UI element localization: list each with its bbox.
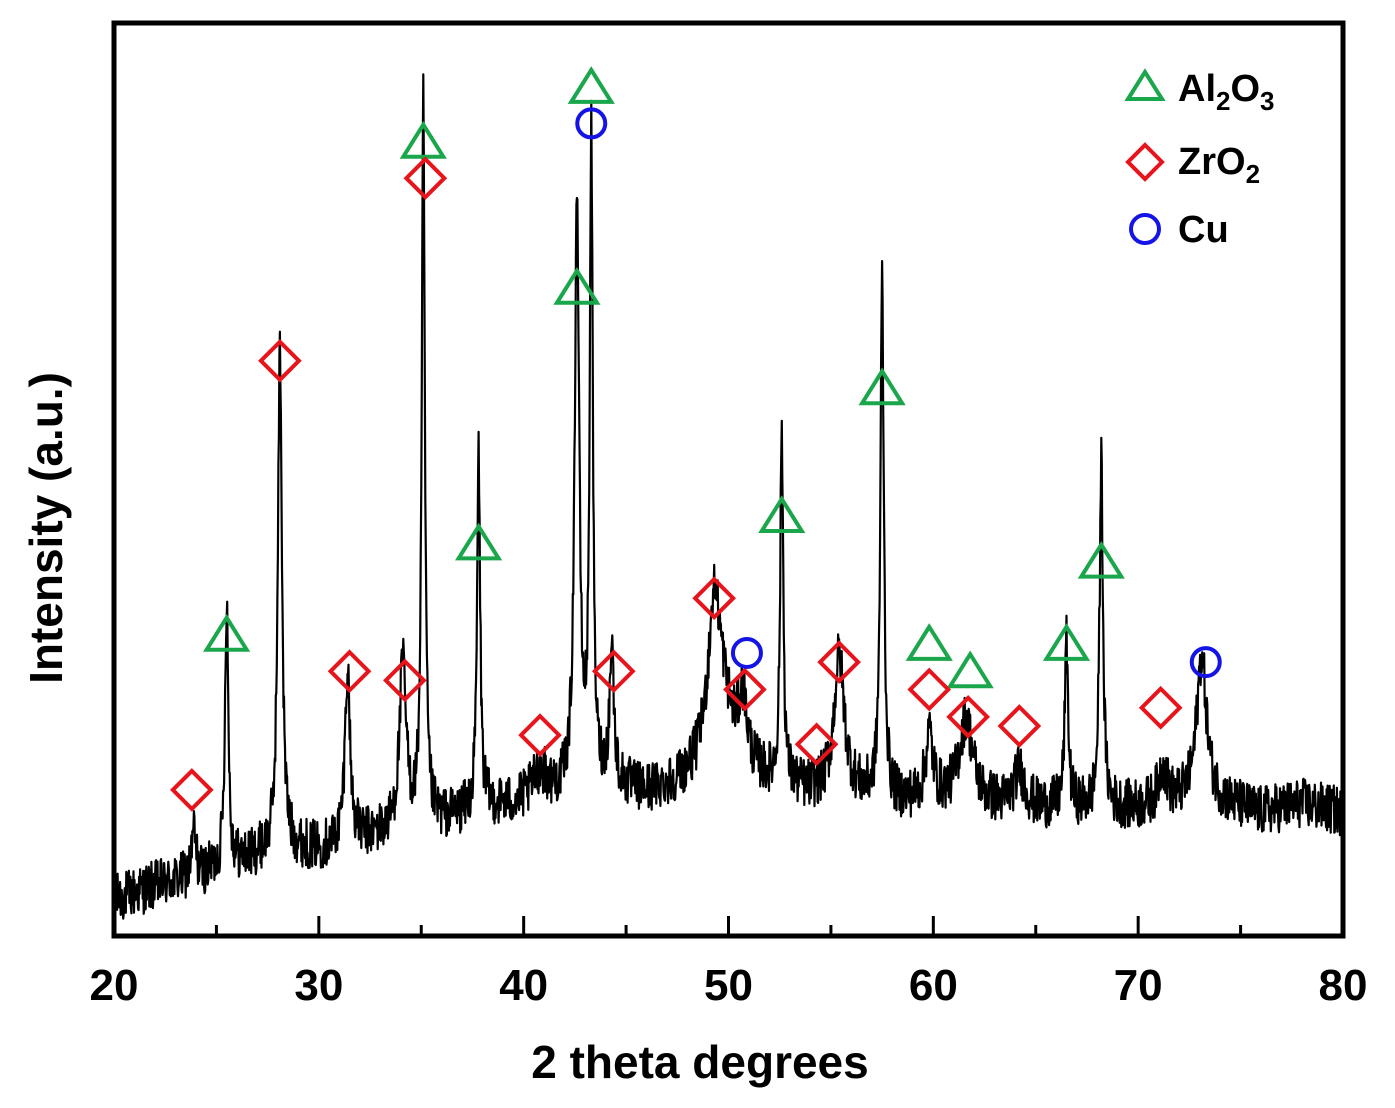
legend-label-cu: Cu: [1178, 209, 1229, 251]
al2o3-marker: [567, 66, 615, 104]
al2o3-marker: [454, 522, 503, 561]
legend-label-zro2: ZrO2: [1178, 141, 1260, 189]
al2o3-marker: [858, 367, 906, 406]
zro2-marker: [327, 649, 372, 694]
zro2-marker: [997, 704, 1042, 748]
x-tick-label: 30: [294, 961, 343, 1010]
x-tick-labels: 20 30 40 50 60 70 80: [90, 961, 1368, 1010]
al2o3-marker: [758, 495, 806, 534]
legend-circle-icon: [1129, 213, 1161, 245]
al2o3-marker: [553, 266, 601, 305]
zro2-marker: [692, 576, 736, 621]
al2o3-marker: [203, 613, 251, 652]
legend-label-al2o3: Al2O3: [1178, 68, 1275, 116]
cu-marker: [1189, 646, 1222, 679]
legend: Al2O3 ZrO2 Cu: [1124, 68, 1275, 251]
legend-diamond-icon: [1125, 142, 1165, 182]
zro2-marker: [258, 338, 302, 383]
zro2-marker: [383, 658, 427, 703]
legend-item-zro2: ZrO2: [1125, 141, 1260, 189]
zro2-marker: [817, 640, 861, 684]
cu-marker: [730, 636, 763, 669]
legend-triangle-icon: [1124, 68, 1166, 101]
al2o3-marker: [1077, 540, 1125, 579]
zro2-marker: [403, 156, 448, 201]
phase-markers: [170, 66, 1222, 812]
x-tick-label: 20: [90, 961, 139, 1010]
zro2-marker: [946, 695, 990, 739]
x-tick-label: 60: [909, 961, 958, 1010]
zro2-marker: [907, 667, 952, 712]
zro2-marker: [723, 667, 767, 712]
zro2-marker: [518, 713, 562, 757]
zro2-marker: [170, 768, 214, 812]
x-axis-title: 2 theta degrees: [531, 1036, 868, 1088]
plot-area: [114, 23, 1343, 936]
legend-item-al2o3: Al2O3: [1124, 68, 1275, 116]
zro2-marker: [794, 722, 839, 767]
al2o3-marker: [905, 623, 953, 661]
legend-item-cu: Cu: [1129, 209, 1229, 251]
x-tick-label: 40: [499, 961, 548, 1010]
zro2-marker: [591, 649, 636, 694]
al2o3-marker: [1042, 623, 1091, 661]
y-axis-title: Intensity (a.u.): [20, 372, 72, 684]
zro2-marker: [1138, 685, 1183, 730]
x-tick-label: 70: [1114, 961, 1163, 1010]
al2o3-marker: [946, 650, 994, 689]
plot-frame: [111, 20, 1346, 939]
x-tick-label: 80: [1319, 961, 1368, 1010]
al2o3-marker: [399, 120, 447, 159]
x-tick-label: 50: [704, 961, 753, 1010]
cu-marker: [575, 107, 608, 140]
